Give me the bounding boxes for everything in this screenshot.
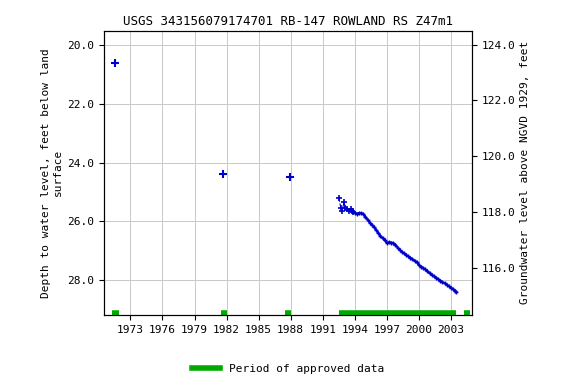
Legend: Period of approved data: Period of approved data [188,359,388,379]
Y-axis label: Groundwater level above NGVD 1929, feet: Groundwater level above NGVD 1929, feet [520,41,530,305]
Title: USGS 343156079174701 RB-147 ROWLAND RS Z47m1: USGS 343156079174701 RB-147 ROWLAND RS Z… [123,15,453,28]
Y-axis label: Depth to water level, feet below land
surface: Depth to water level, feet below land su… [41,48,63,298]
